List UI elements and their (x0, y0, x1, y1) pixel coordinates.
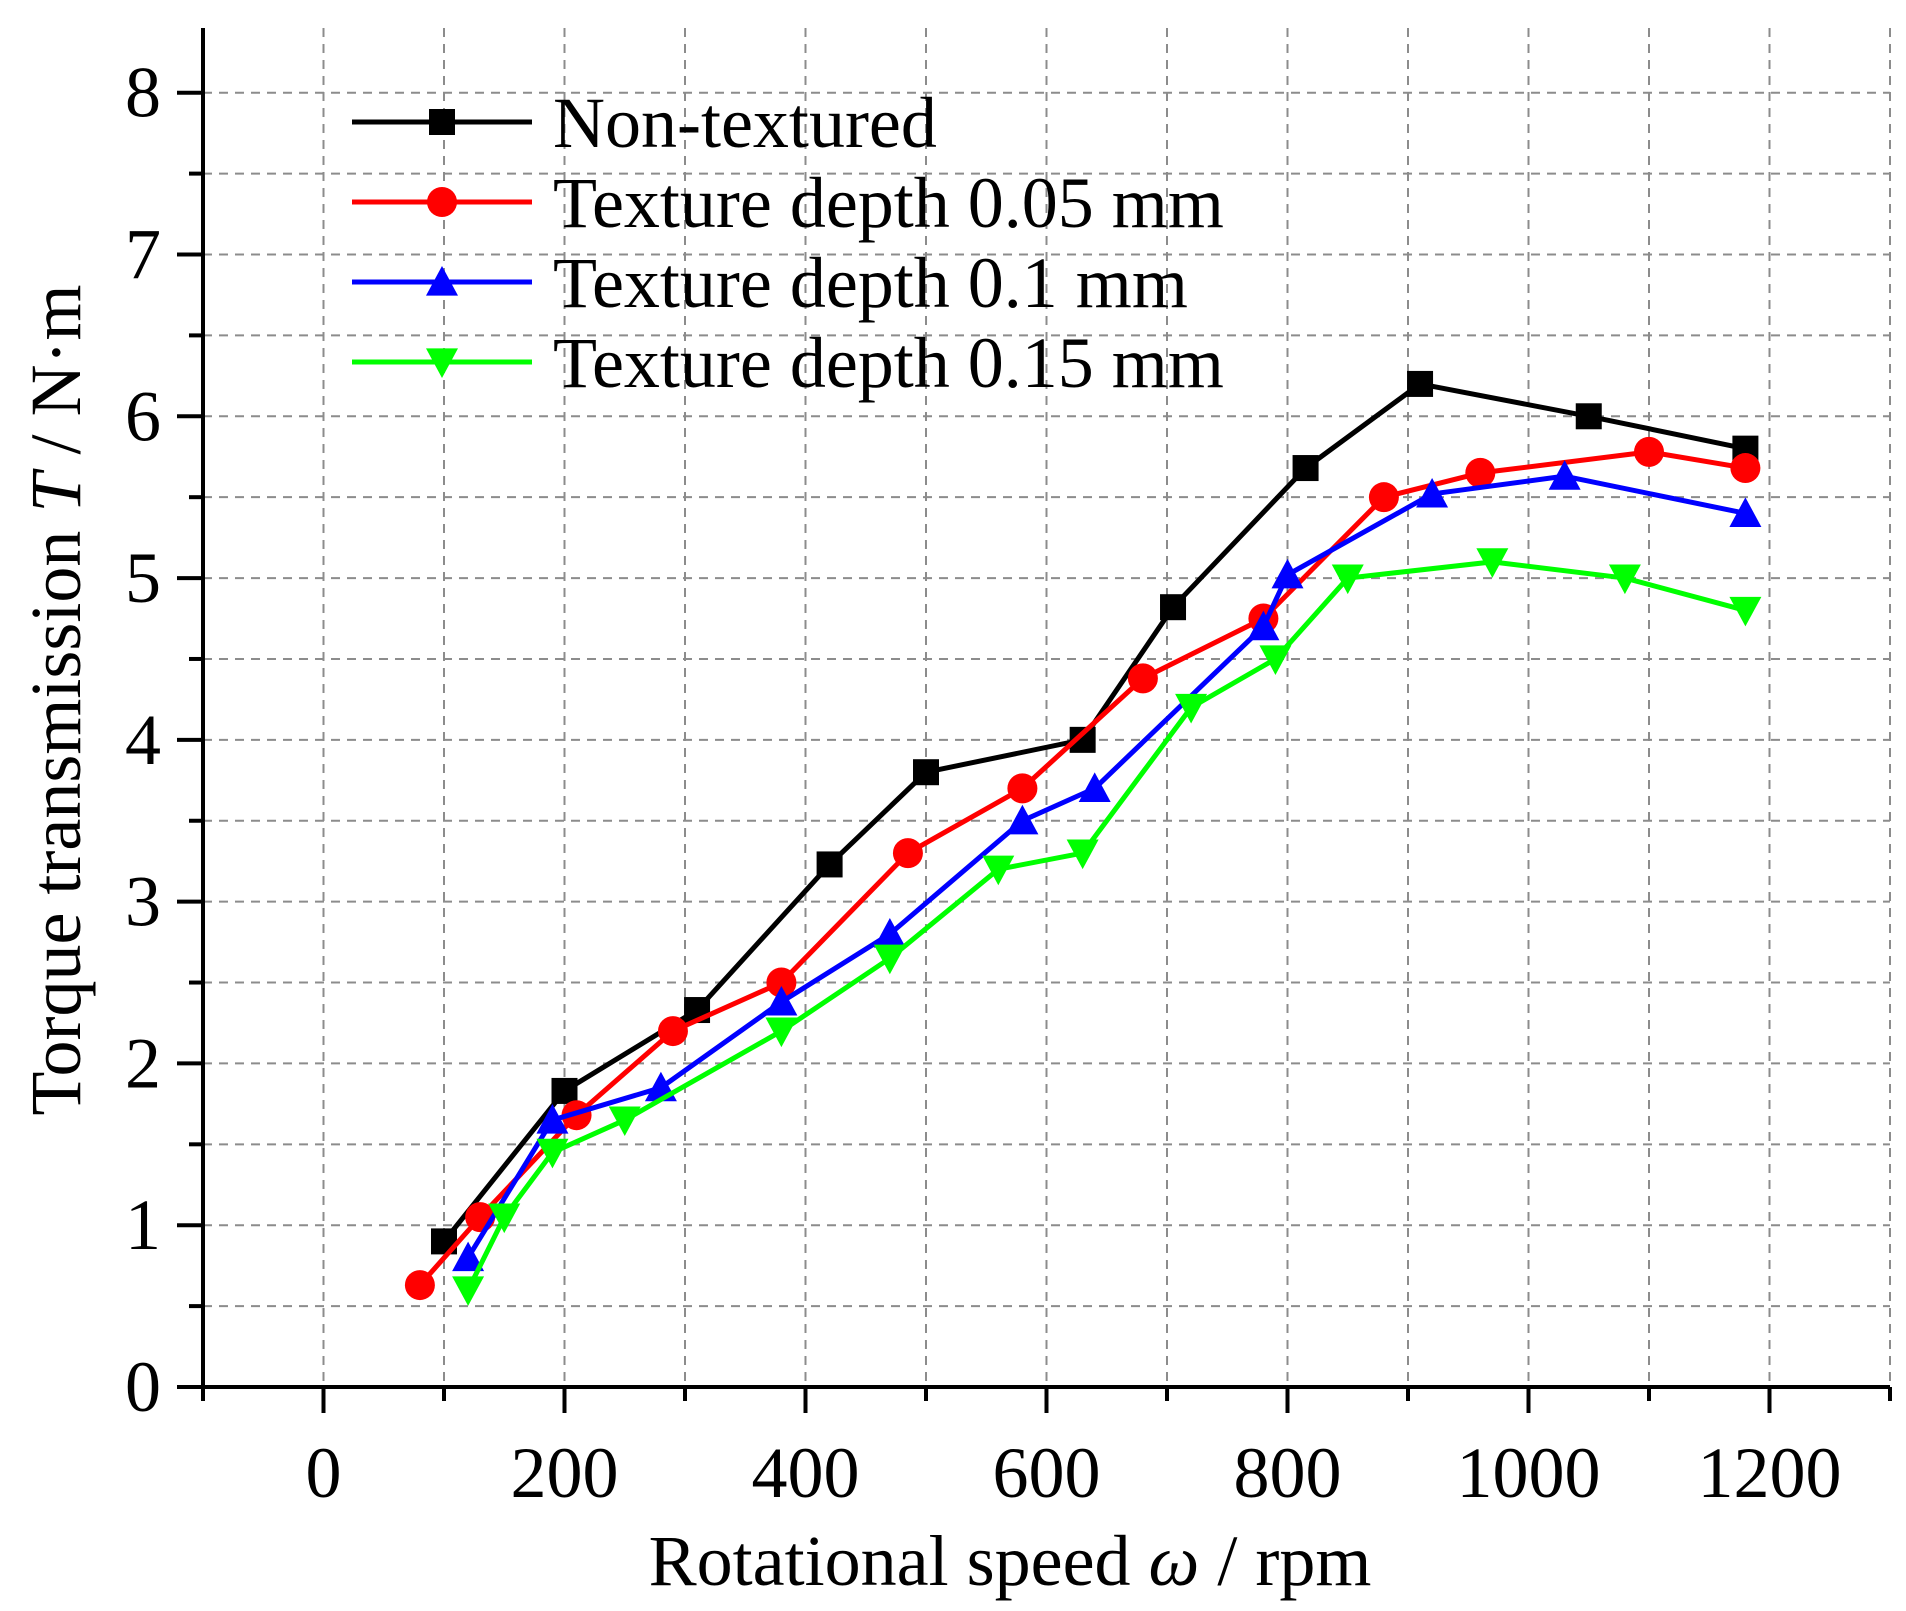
legend-marker (426, 266, 458, 296)
data-point (892, 838, 923, 869)
legend-label: Texture depth 0.15 mm (553, 323, 1224, 403)
series-4 (452, 548, 1762, 1306)
data-point (1007, 773, 1038, 804)
data-point (873, 918, 906, 948)
data-point (1331, 564, 1364, 595)
data-point (1407, 370, 1434, 397)
x-tick-label: 0 (306, 1433, 342, 1513)
data-point (1247, 610, 1280, 641)
y-tick-label: 0 (125, 1347, 161, 1427)
data-point (608, 1106, 641, 1137)
x-axis-title: Rotational speed ω / rpm (649, 1521, 1372, 1601)
data-point (1078, 772, 1111, 802)
data-point (982, 855, 1015, 886)
y-tick-label: 3 (125, 862, 161, 942)
data-point (1160, 594, 1187, 621)
data-point (1066, 839, 1099, 870)
data-point (1175, 693, 1208, 724)
x-tick-label: 400 (752, 1433, 860, 1513)
data-point (452, 1241, 485, 1272)
data-point (1730, 453, 1761, 484)
x-tick-label: 1200 (1698, 1433, 1842, 1513)
data-point (1368, 482, 1399, 513)
legend-marker (426, 348, 458, 378)
data-point (1729, 596, 1762, 627)
y-tick-label: 5 (125, 538, 161, 618)
series-3 (452, 460, 1762, 1272)
x-tick-label: 600 (993, 1433, 1101, 1513)
data-point (1006, 804, 1039, 835)
legend-entry: Texture depth 0.15 mm (352, 323, 1224, 403)
series-line (465, 559, 1747, 1292)
data-point (913, 759, 939, 786)
x-tick-label: 800 (1234, 1433, 1342, 1513)
data-point (1548, 460, 1581, 490)
data-point (765, 1017, 798, 1048)
legend-entry: Non-textured (352, 83, 937, 163)
data-point (1127, 663, 1158, 694)
data-point (1575, 403, 1602, 430)
data-point (816, 851, 843, 878)
x-tick-label: 200 (511, 1433, 619, 1513)
series-1 (431, 370, 1759, 1255)
series-line (465, 473, 1746, 1259)
axes: 0 200 400 600 800 1000 1200 0 1 2 3 4 5 6 7 8 (125, 28, 1892, 1513)
data-point (536, 1138, 569, 1169)
data-point (1416, 477, 1449, 508)
data-point (1476, 548, 1509, 578)
x-tick-label: 1000 (1457, 1433, 1601, 1513)
legend-marker (429, 109, 455, 135)
data-point (551, 1077, 578, 1104)
y-tick-label: 1 (125, 1185, 161, 1265)
data-point (1634, 436, 1664, 467)
legend-label: Texture depth 0.05 mm (553, 163, 1224, 243)
y-tick-label: 4 (125, 700, 161, 780)
y-tick-label: 2 (125, 1023, 161, 1103)
legend-entry: Texture depth 0.1 mm (352, 243, 1188, 323)
data-point (1608, 564, 1641, 595)
data-point (452, 1276, 485, 1306)
y-tick-label: 7 (125, 215, 161, 295)
data-point (1729, 497, 1762, 527)
data-point (1292, 455, 1319, 482)
legend-label: Non-textured (553, 83, 937, 163)
data-point (1465, 457, 1496, 488)
data-point (766, 967, 797, 998)
data-point (657, 1016, 688, 1047)
data-point (765, 985, 798, 1016)
data-point (536, 1104, 569, 1134)
data-point (404, 1270, 435, 1301)
legend-label: Texture depth 0.1 mm (553, 243, 1188, 323)
legend-entry: Texture depth 0.05 mm (352, 163, 1224, 243)
y-tick-label: 6 (125, 376, 161, 456)
grid-lines (203, 28, 1891, 1387)
data-point (1259, 645, 1292, 675)
y-axis-title: Torque transmission T / N·m (16, 285, 96, 1116)
y-tick-label: 8 (125, 53, 161, 133)
data-point (488, 1203, 521, 1234)
data-series (404, 370, 1762, 1306)
data-point (873, 944, 906, 975)
data-point (1271, 558, 1304, 589)
legend-marker (427, 187, 457, 217)
